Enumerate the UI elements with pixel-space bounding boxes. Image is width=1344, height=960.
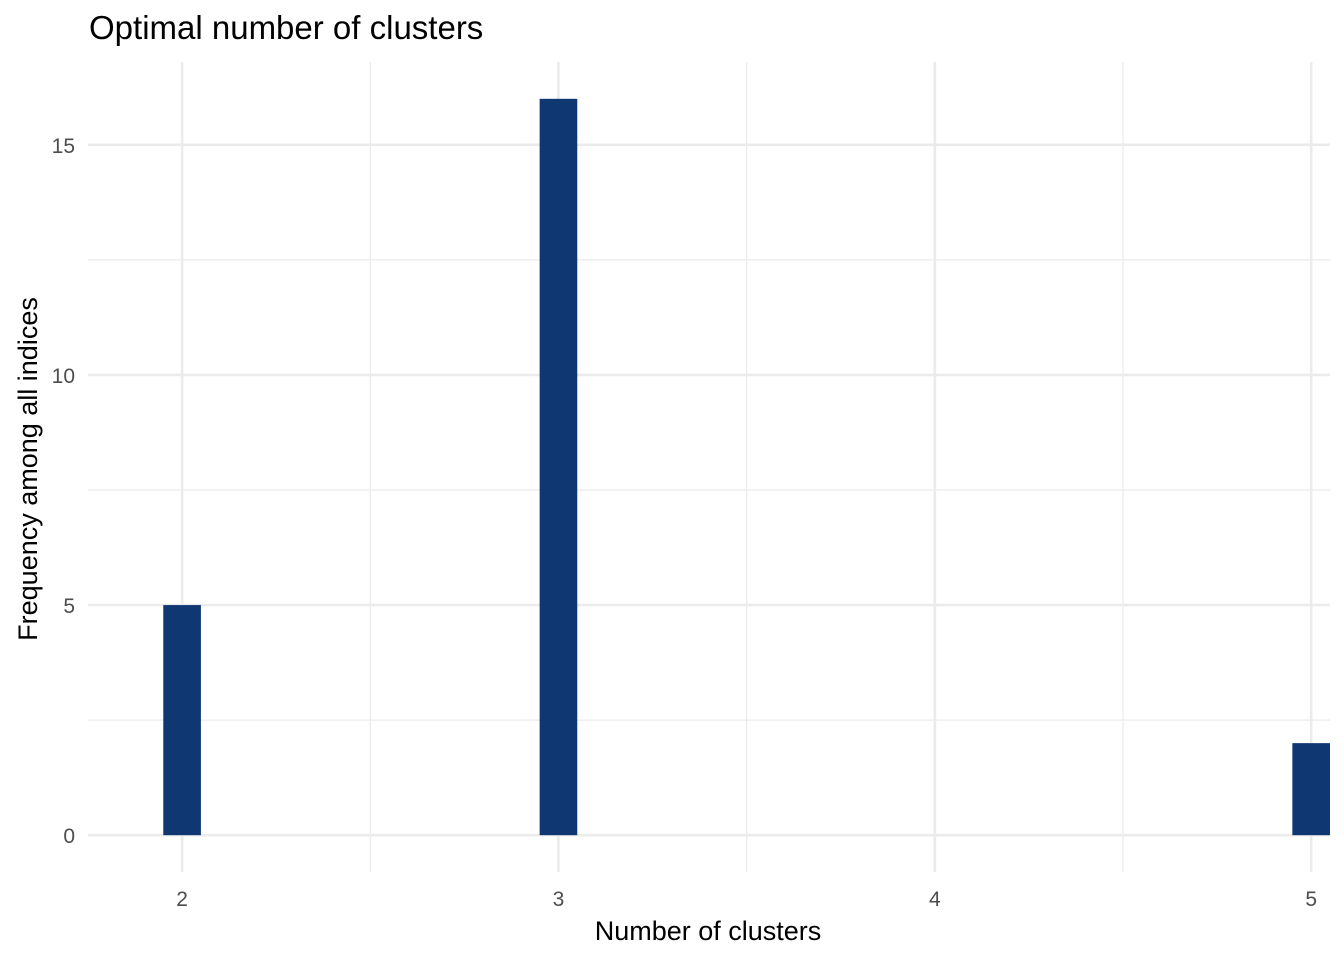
y-tick-label: 0 bbox=[63, 825, 75, 848]
bar-5 bbox=[1292, 743, 1330, 836]
y-tick-label: 10 bbox=[52, 365, 75, 388]
bars bbox=[163, 98, 1330, 836]
y-axis-ticks: 0 5 10 15 bbox=[52, 135, 75, 848]
grid bbox=[88, 62, 1330, 872]
bar-2 bbox=[163, 605, 201, 836]
x-axis-ticks: 2 3 4 5 bbox=[176, 888, 1317, 911]
x-tick-label: 3 bbox=[553, 888, 565, 911]
chart-title: Optimal number of clusters bbox=[89, 9, 483, 46]
x-tick-label: 5 bbox=[1305, 888, 1317, 911]
x-tick-label: 2 bbox=[176, 888, 188, 911]
y-tick-label: 15 bbox=[52, 135, 75, 158]
x-axis-title: Number of clusters bbox=[595, 916, 822, 946]
x-tick-label: 4 bbox=[929, 888, 941, 911]
y-axis-title: Frequency among all indices bbox=[13, 297, 43, 641]
y-tick-label: 5 bbox=[63, 595, 75, 618]
bar-3 bbox=[539, 98, 578, 836]
